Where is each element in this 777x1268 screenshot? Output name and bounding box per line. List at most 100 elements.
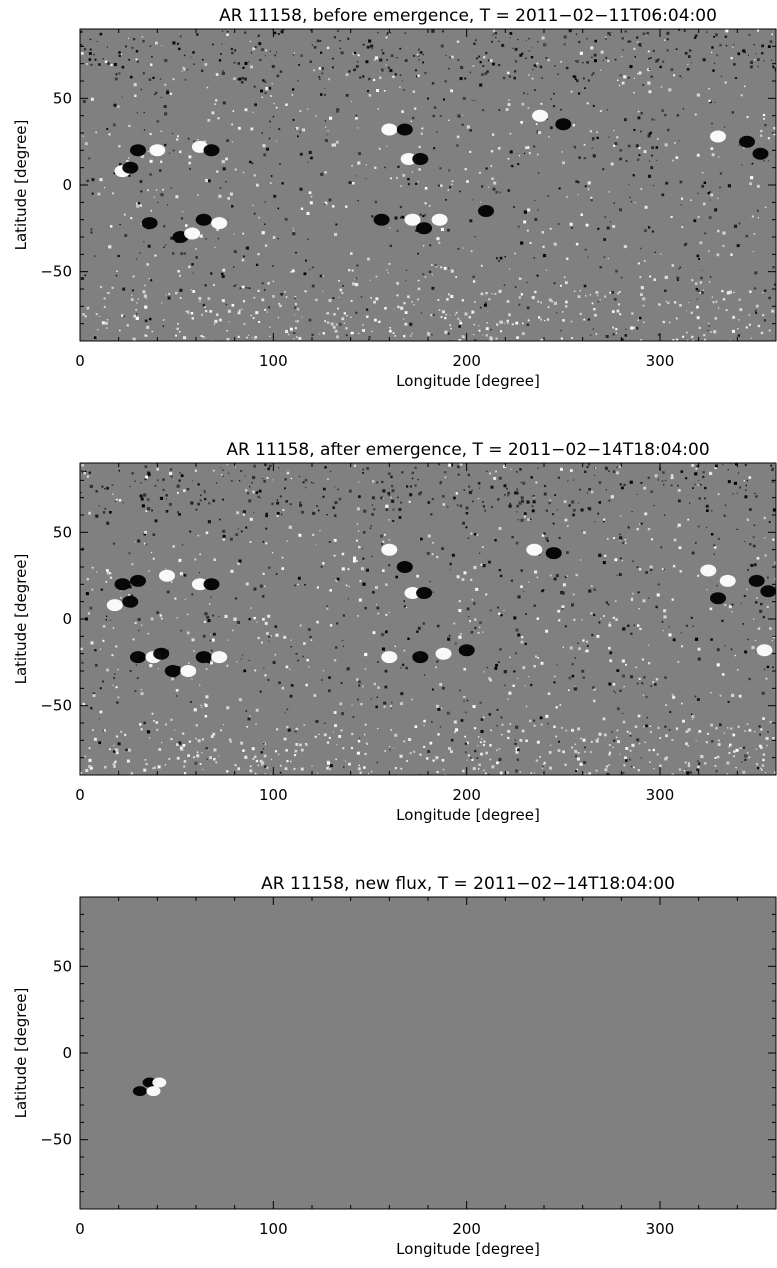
noise-speck-positive (566, 196, 568, 198)
noise-speck-positive (365, 724, 367, 726)
noise-speck-positive (507, 737, 509, 739)
noise-speck-negative (363, 510, 366, 513)
noise-speck-positive (528, 107, 530, 109)
noise-speck-positive (385, 750, 387, 752)
noise-speck-negative (280, 71, 282, 73)
noise-speck-positive (697, 766, 700, 769)
noise-speck-positive (744, 730, 746, 732)
noise-speck-negative (495, 191, 498, 194)
noise-speck-positive (507, 699, 508, 700)
noise-speck-negative (447, 229, 450, 232)
noise-speck-positive (189, 741, 191, 743)
noise-speck-positive (265, 542, 267, 544)
noise-speck-positive (109, 292, 110, 293)
noise-speck-negative (99, 718, 100, 719)
noise-speck-negative (324, 203, 326, 205)
noise-speck-positive (329, 737, 331, 739)
noise-speck-positive (697, 154, 700, 157)
noise-speck-negative (150, 279, 152, 281)
noise-speck-negative (609, 651, 612, 654)
noise-speck-negative (223, 102, 226, 105)
noise-speck-positive (342, 747, 344, 749)
noise-speck-positive (498, 613, 500, 615)
noise-speck-positive (501, 734, 502, 735)
noise-speck-negative (412, 478, 414, 480)
noise-speck-negative (428, 501, 431, 504)
noise-speck-positive (671, 476, 674, 479)
noise-speck-negative (264, 765, 267, 768)
noise-speck-negative (208, 179, 211, 182)
noise-speck-positive (352, 182, 355, 185)
noise-speck-negative (628, 145, 631, 148)
noise-speck-negative (460, 66, 463, 69)
noise-speck-positive (315, 299, 317, 301)
noise-speck-negative (287, 709, 289, 711)
noise-speck-positive (287, 472, 290, 475)
noise-speck-negative (564, 43, 566, 45)
noise-speck-negative (698, 763, 700, 765)
noise-speck-positive (267, 477, 269, 479)
noise-speck-negative (118, 742, 121, 745)
noise-speck-negative (689, 50, 691, 52)
noise-speck-positive (355, 117, 358, 120)
noise-speck-negative (142, 40, 144, 42)
noise-speck-positive (747, 752, 749, 754)
noise-speck-negative (90, 49, 92, 51)
noise-speck-negative (118, 255, 120, 257)
noise-speck-positive (188, 162, 191, 165)
noise-speck-positive (625, 539, 627, 541)
noise-speck-positive (104, 298, 106, 300)
noise-speck-negative (519, 502, 522, 505)
noise-speck-positive (731, 611, 732, 612)
noise-speck-positive (496, 324, 498, 326)
noise-speck-positive (507, 72, 509, 74)
noise-speck-positive (762, 764, 764, 766)
noise-speck-negative (430, 581, 431, 582)
noise-speck-positive (630, 750, 632, 752)
noise-speck-positive (258, 290, 260, 292)
noise-speck-positive (595, 467, 596, 468)
noise-speck-negative (515, 629, 518, 632)
noise-speck-positive (106, 569, 109, 572)
noise-speck-negative (679, 267, 681, 269)
flux-patch-negative (710, 592, 726, 604)
noise-speck-negative (431, 334, 432, 335)
noise-speck-positive (170, 738, 172, 740)
noise-speck-positive (479, 627, 480, 628)
noise-speck-positive (201, 706, 202, 707)
noise-speck-positive (590, 612, 592, 614)
noise-speck-positive (696, 740, 697, 741)
noise-speck-negative (366, 467, 369, 470)
noise-speck-negative (464, 489, 466, 491)
noise-speck-negative (441, 45, 444, 48)
noise-speck-negative (550, 126, 553, 129)
noise-speck-positive (441, 316, 443, 318)
noise-speck-positive (504, 610, 505, 611)
noise-speck-positive (449, 324, 451, 326)
noise-speck-negative (295, 731, 297, 733)
noise-speck-negative (499, 569, 501, 571)
noise-speck-negative (263, 153, 266, 156)
noise-speck-negative (342, 285, 344, 287)
noise-speck-positive (373, 79, 375, 81)
noise-speck-negative (608, 470, 610, 472)
noise-speck-positive (593, 308, 595, 310)
noise-speck-negative (481, 186, 483, 188)
noise-speck-negative (711, 123, 712, 124)
noise-speck-negative (479, 553, 480, 554)
noise-speck-negative (517, 749, 520, 752)
noise-speck-positive (256, 760, 258, 762)
noise-speck-positive (238, 311, 241, 314)
noise-speck-positive (708, 88, 710, 90)
noise-speck-negative (244, 476, 245, 477)
noise-speck-positive (452, 181, 454, 183)
noise-speck-positive (554, 676, 555, 677)
noise-speck-negative (372, 504, 373, 505)
noise-speck-negative (245, 62, 248, 65)
noise-speck-positive (408, 738, 411, 741)
noise-speck-negative (755, 310, 757, 312)
noise-speck-negative (267, 468, 270, 471)
noise-speck-positive (411, 699, 413, 701)
noise-speck-negative (278, 467, 279, 468)
